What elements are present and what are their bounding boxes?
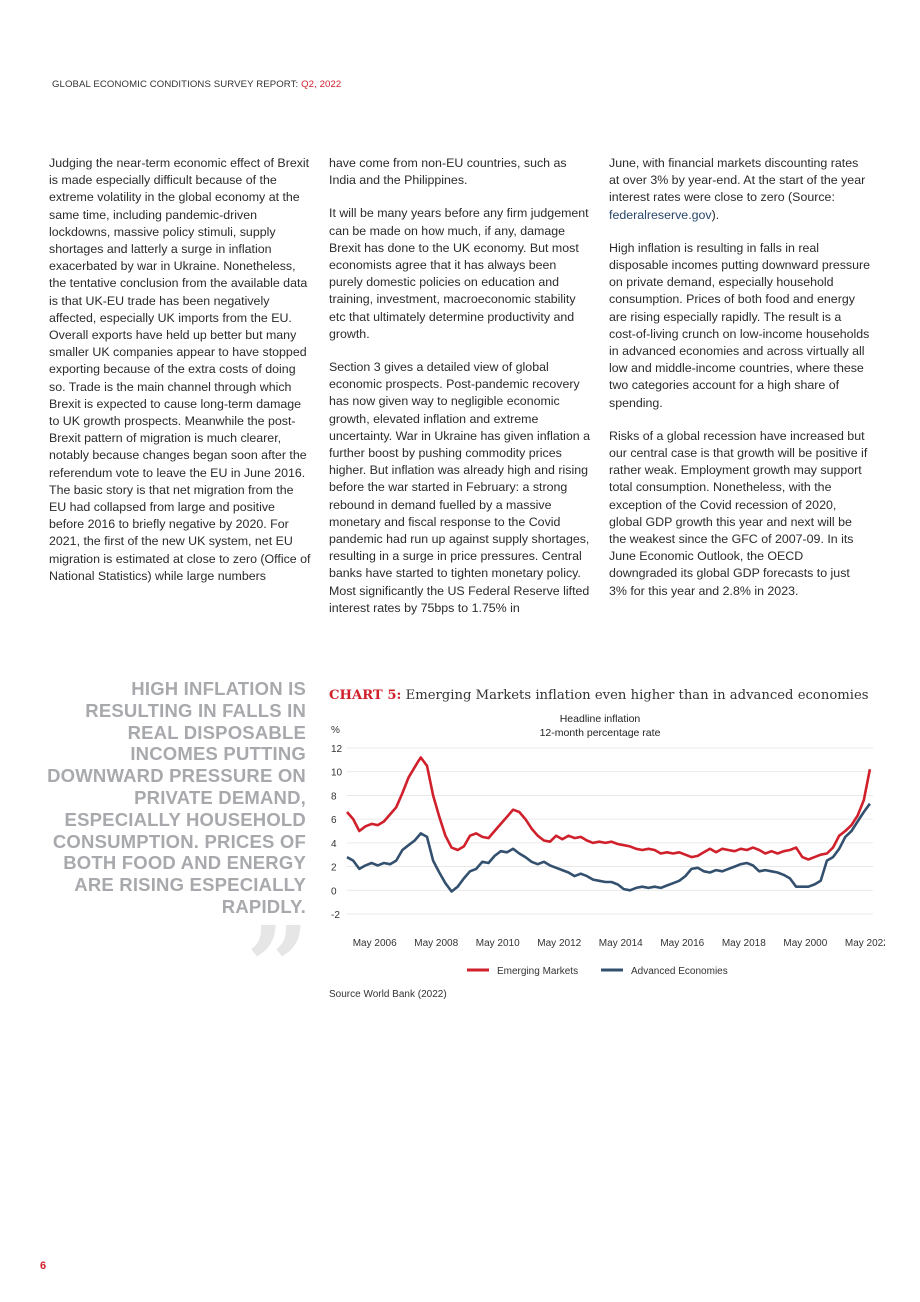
inflation-chart: Headline inflation 12-month percentage ra… (331, 713, 885, 977)
x-tick-label: May 2018 (722, 938, 766, 949)
series-line-advanced-economies (346, 802, 871, 893)
report-title: GLOBAL ECONOMIC CONDITIONS SURVEY REPORT… (52, 79, 302, 90)
y-tick-label: 4 (331, 839, 337, 850)
paragraph: It will be many years before any firm ju… (329, 206, 589, 341)
federalreserve-link[interactable]: federalreserve.gov (609, 207, 712, 222)
column-2: have come from non-EU countries, such as… (329, 155, 591, 633)
paragraph: Judging the near-term economic effect of… (49, 156, 311, 583)
y-tick-label: 6 (331, 815, 337, 826)
paragraph-text: June, with financial markets discounting… (609, 156, 866, 205)
y-tick-label: 12 (331, 744, 343, 755)
x-tick-label: May 2012 (537, 938, 581, 949)
chart-heading-text: Emerging Markets inflation even higher t… (401, 688, 869, 703)
x-tick-label: May 2014 (599, 938, 643, 949)
running-header: GLOBAL ECONOMIC CONDITIONS SURVEY REPORT… (52, 79, 341, 90)
y-tick-label: 8 (331, 791, 337, 802)
paragraph: June, with financial markets discounting… (609, 155, 871, 224)
pull-quote: HIGH INFLATION IS RESULTING IN FALLS IN … (47, 678, 306, 917)
paragraph: have come from non-EU countries, such as… (329, 156, 567, 188)
column-3: June, with financial markets discounting… (609, 155, 871, 616)
quote-mark-icon: ” (246, 902, 310, 1031)
series-line-emerging-markets (346, 756, 872, 861)
y-tick-label: 10 (331, 768, 343, 779)
legend-label: Advanced Economies (631, 966, 728, 977)
legend-label: Emerging Markets (497, 966, 578, 977)
x-tick-label: May 2000 (783, 938, 827, 949)
chart-title: Headline inflation (560, 713, 641, 725)
paragraph: High inflation is resulting in falls in … (609, 240, 871, 410)
paragraph: Risks of a global recession have increas… (609, 428, 868, 598)
chart-heading: CHART 5: Emerging Markets inflation even… (329, 688, 869, 703)
chart-subtitle: 12-month percentage rate (540, 727, 661, 739)
x-tick-label: May 2010 (476, 938, 520, 949)
chart-label: CHART 5: (329, 688, 402, 703)
column-1: Judging the near-term economic effect of… (49, 155, 311, 601)
paragraph: Section 3 gives a detailed view of globa… (329, 360, 591, 615)
report-issue: Q2, 2022 (301, 79, 342, 90)
paragraph-end: ). (711, 207, 720, 222)
x-tick-label: May 2008 (414, 938, 458, 949)
x-tick-label: May 2022 (845, 938, 885, 949)
chart-source: Source World Bank (2022) (329, 989, 447, 1000)
y-tick-label: -2 (331, 910, 340, 921)
y-tick-label: 2 (331, 863, 337, 874)
y-tick-label: 0 (331, 886, 337, 897)
y-axis-unit: % (331, 725, 340, 736)
x-tick-label: May 2006 (353, 938, 397, 949)
page-number: 6 (40, 1260, 47, 1272)
x-tick-label: May 2016 (660, 938, 704, 949)
